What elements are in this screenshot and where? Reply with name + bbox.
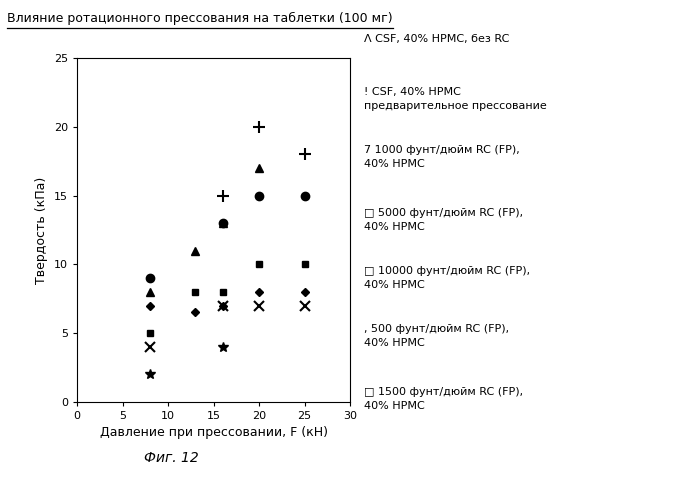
Text: Фиг. 12: Фиг. 12 — [144, 451, 199, 465]
Text: , 500 фунт/дюйм RC (FP),
40% HPMC: , 500 фунт/дюйм RC (FP), 40% HPMC — [364, 324, 509, 348]
X-axis label: Давление при прессовании, F (кН): Давление при прессовании, F (кН) — [99, 426, 328, 439]
Text: □ 1500 фунт/дюйм RC (FP),
40% HPMC: □ 1500 фунт/дюйм RC (FP), 40% HPMC — [364, 387, 523, 411]
Text: Влияние ротационного прессования на таблетки (100 мг): Влияние ротационного прессования на табл… — [7, 12, 393, 25]
Text: Λ CSF, 40% HPMC, без RC: Λ CSF, 40% HPMC, без RC — [364, 34, 510, 44]
Text: ! CSF, 40% HPMC
предварительное прессование: ! CSF, 40% HPMC предварительное прессова… — [364, 87, 547, 111]
Text: □ 10000 фунт/дюйм RC (FP),
40% HPMC: □ 10000 фунт/дюйм RC (FP), 40% HPMC — [364, 266, 530, 290]
Text: □ 5000 фунт/дюйм RC (FP),
40% HPMC: □ 5000 фунт/дюйм RC (FP), 40% HPMC — [364, 208, 523, 232]
Text: 7 1000 фунт/дюйм RC (FP),
40% HPMC: 7 1000 фунт/дюйм RC (FP), 40% HPMC — [364, 145, 519, 169]
Y-axis label: Твердость (кПа): Твердость (кПа) — [35, 176, 48, 284]
